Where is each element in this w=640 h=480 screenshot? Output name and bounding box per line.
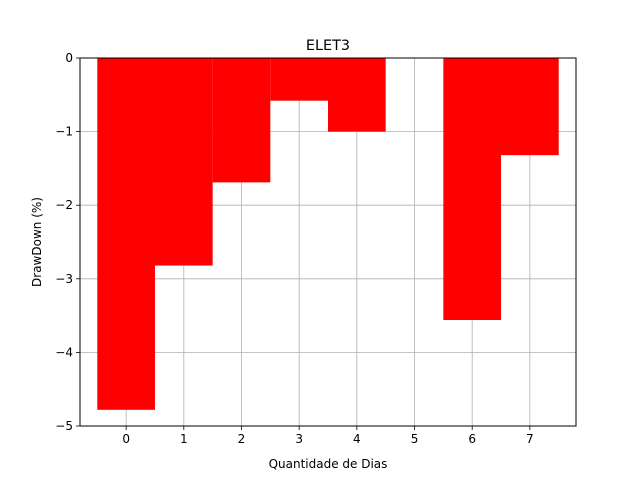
axes-frame <box>79 57 577 427</box>
x-tick-label: 0 <box>122 432 130 446</box>
chart-title: ELET3 <box>306 38 350 54</box>
x-tick-label: 4 <box>353 432 361 446</box>
bar <box>97 58 155 410</box>
x-axis-label: Quantidade de Dias <box>269 457 388 471</box>
bar <box>154 58 213 266</box>
x-tick-label: 1 <box>180 432 188 446</box>
x-tick-label: 2 <box>238 432 246 446</box>
bar <box>270 58 328 101</box>
y-axis-label: DrawDown (%) <box>30 197 44 287</box>
y-tick-label: −2 <box>55 198 73 212</box>
x-tick-label: 5 <box>411 432 419 446</box>
y-tick-label: −5 <box>55 419 73 433</box>
y-ticks: 0 −1 −2 −3 −4 −5 <box>55 51 80 433</box>
y-tick-label: 0 <box>65 51 73 65</box>
y-tick-label: −1 <box>55 125 73 139</box>
bars <box>97 58 559 410</box>
x-ticks: 0 1 2 3 4 5 6 7 <box>122 426 534 446</box>
y-tick-label: −4 <box>55 345 73 359</box>
bar <box>501 58 559 156</box>
bar <box>212 58 271 183</box>
bar <box>328 58 386 132</box>
x-tick-label: 7 <box>526 432 534 446</box>
x-tick-label: 6 <box>468 432 476 446</box>
x-tick-label: 3 <box>295 432 303 446</box>
bar <box>443 58 502 321</box>
y-tick-label: −3 <box>55 272 73 286</box>
